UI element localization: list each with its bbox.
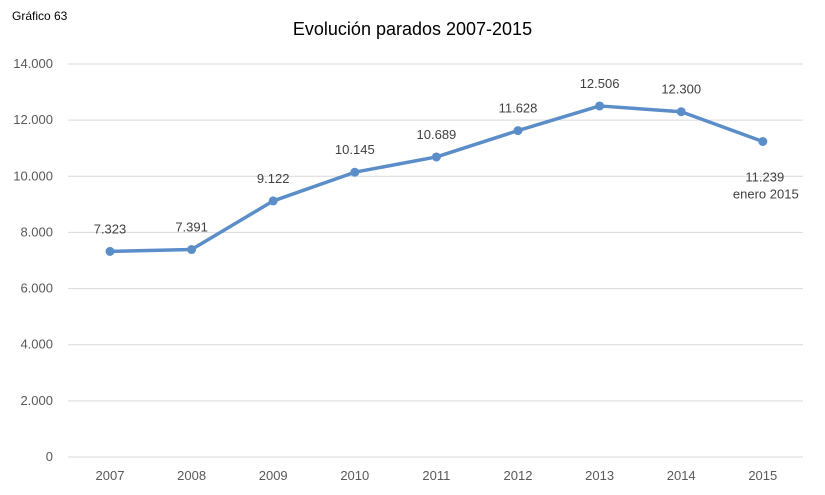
data-point bbox=[758, 137, 768, 147]
x-tick-label: 2009 bbox=[259, 468, 288, 483]
x-tick-label: 2014 bbox=[667, 468, 696, 483]
data-label: 9.122 bbox=[257, 171, 290, 186]
data-point bbox=[431, 152, 441, 162]
y-tick-label: 0 bbox=[46, 449, 53, 464]
x-tick-label: 2007 bbox=[96, 468, 125, 483]
data-label: 10.145 bbox=[335, 142, 375, 157]
y-tick-label: 8.000 bbox=[20, 224, 53, 239]
y-tick-label: 2.000 bbox=[20, 393, 53, 408]
x-tick-label: 2013 bbox=[585, 468, 614, 483]
x-tick-label: 2010 bbox=[340, 468, 369, 483]
data-label: 11.239 bbox=[745, 170, 784, 185]
data-label-note: enero 2015 bbox=[733, 187, 799, 202]
data-point bbox=[676, 107, 686, 117]
data-point bbox=[268, 196, 278, 206]
y-tick-label: 10.000 bbox=[13, 168, 53, 183]
data-label: 7.391 bbox=[175, 220, 208, 235]
x-tick-label: 2011 bbox=[422, 468, 450, 483]
data-label: 11.628 bbox=[499, 101, 538, 116]
x-tick-label: 2008 bbox=[177, 468, 206, 483]
data-label: 12.506 bbox=[580, 76, 620, 91]
y-tick-label: 14.000 bbox=[13, 56, 53, 71]
data-point bbox=[105, 246, 115, 256]
chart-title: Evolución parados 2007-2015 bbox=[292, 19, 533, 39]
figure-label: Gráfico 63 bbox=[12, 9, 68, 23]
data-point bbox=[350, 167, 360, 177]
data-point bbox=[595, 101, 605, 111]
x-tick-label: 2012 bbox=[504, 468, 533, 483]
data-label: 7.323 bbox=[94, 221, 127, 236]
y-tick-label: 4.000 bbox=[20, 337, 53, 352]
data-point bbox=[187, 245, 197, 255]
x-tick-label: 2015 bbox=[748, 468, 777, 483]
data-label: 12.300 bbox=[661, 82, 701, 97]
data-label: 10.689 bbox=[417, 127, 457, 142]
data-point bbox=[513, 126, 523, 136]
y-tick-label: 6.000 bbox=[20, 281, 53, 296]
y-tick-label: 12.000 bbox=[13, 112, 53, 127]
